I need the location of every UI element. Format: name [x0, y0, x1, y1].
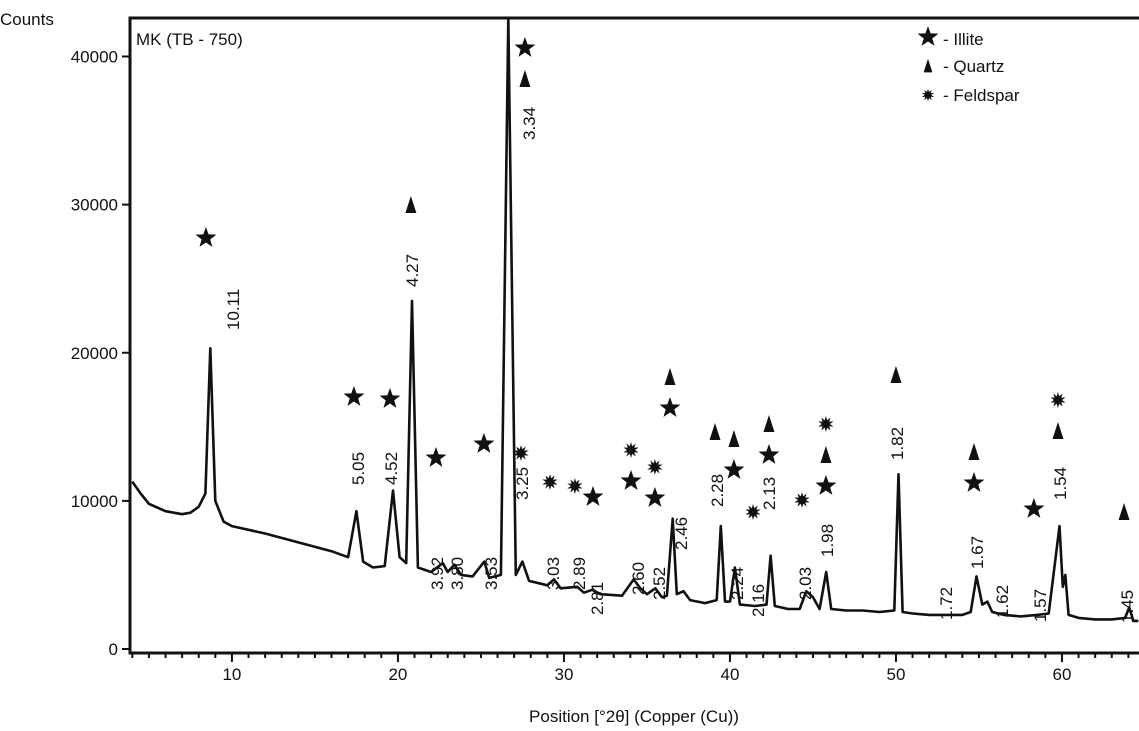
feldspar-burst [794, 492, 810, 508]
d-spacing-label: 2.60 [629, 562, 648, 595]
quartz-triangle [728, 430, 740, 447]
illite-star [620, 470, 642, 490]
d-spacing-label: 3.92 [428, 557, 447, 590]
illite-star [758, 444, 780, 464]
illite-star [659, 397, 681, 417]
xrd-pattern [131, 18, 1139, 623]
quartz-triangle [820, 446, 832, 463]
legend-label: - Illite [943, 30, 984, 49]
y-tick-label: 10000 [71, 492, 118, 511]
illite-star [1023, 498, 1045, 518]
illite-star [343, 386, 365, 406]
illite-star [379, 388, 401, 408]
d-spacing-label: 1.62 [993, 585, 1012, 618]
d-spacing-label: 5.05 [349, 452, 368, 485]
quartz-triangle [968, 443, 980, 460]
illite-star [723, 459, 745, 479]
feldspar-burst [623, 442, 639, 458]
quartz-triangle [519, 70, 531, 87]
d-spacing-label: 1.57 [1031, 589, 1050, 622]
x-tick-label: 50 [887, 665, 906, 684]
sample-title: MK (TB - 750) [136, 30, 243, 49]
d-spacing-label: 2.52 [650, 567, 669, 600]
d-spacing-label: 3.53 [482, 557, 501, 590]
legend-label: - Feldspar [943, 86, 1020, 105]
y-tick-label: 0 [109, 640, 118, 659]
quartz-triangle [923, 58, 933, 73]
plot-area [131, 18, 1139, 623]
feldspar-burst [542, 474, 558, 490]
y-tick-label: 20000 [71, 344, 118, 363]
d-spacing-label: 1.72 [937, 587, 956, 620]
d-spacing-label: 3.34 [520, 107, 539, 140]
illite-star [963, 472, 985, 492]
illite-star [473, 433, 495, 453]
illite-star [195, 227, 217, 247]
d-spacing-label: 2.28 [708, 474, 727, 507]
illite-star [425, 447, 447, 467]
x-axis-label: Position [°2θ] (Copper (Cu)) [529, 707, 739, 726]
feldspar-burst [647, 459, 663, 475]
quartz-triangle [763, 415, 775, 432]
d-spacing-label: 4.52 [382, 452, 401, 485]
feldspar-burst [921, 88, 935, 102]
quartz-triangle [709, 423, 721, 440]
illite-star [917, 26, 939, 46]
y-axis-label: Counts [0, 10, 54, 29]
d-spacing-label: 3.80 [448, 557, 467, 590]
d-spacing-label: 3.25 [513, 467, 532, 500]
x-tick-label: 20 [388, 665, 407, 684]
d-spacing-label: 1.67 [968, 536, 987, 569]
quartz-triangle [1118, 503, 1130, 520]
illite-star [582, 486, 604, 506]
feldspar-burst [818, 416, 834, 432]
quartz-triangle [890, 366, 902, 383]
illite-star [514, 37, 536, 57]
d-spacing-label: 1.98 [818, 524, 837, 557]
y-tick-label: 40000 [71, 48, 118, 67]
feldspar-burst [513, 445, 529, 461]
y-tick-label: 30000 [71, 196, 118, 215]
illite-star [644, 487, 666, 507]
d-spacing-label: 2.89 [570, 557, 589, 590]
d-spacing-label: 2.46 [672, 517, 691, 550]
x-tick-label: 60 [1053, 665, 1072, 684]
d-spacing-label: 2.81 [588, 582, 607, 615]
quartz-triangle [405, 196, 417, 213]
d-spacing-label: 4.27 [403, 254, 422, 287]
x-tick-label: 10 [222, 665, 241, 684]
d-spacing-label: 1.82 [888, 427, 907, 460]
plot-frame [128, 16, 1139, 655]
d-spacing-label: 1.54 [1051, 467, 1070, 500]
d-spacing-label: 10.11 [224, 289, 243, 330]
x-tick-label: 40 [720, 665, 739, 684]
d-spacing-label: 2.24 [728, 567, 747, 600]
illite-star [815, 475, 837, 495]
d-spacing-label: 3.03 [544, 557, 563, 590]
x-tick-label: 30 [554, 665, 573, 684]
feldspar-burst [1050, 392, 1066, 408]
feldspar-burst [567, 478, 583, 494]
legend-label: - Quartz [943, 57, 1004, 76]
feldspar-burst [745, 504, 761, 520]
d-spacing-label: 2.16 [749, 584, 768, 617]
quartz-triangle [1052, 422, 1064, 439]
d-spacing-label: 2.03 [796, 567, 815, 600]
d-spacing-label: 2.13 [760, 477, 779, 510]
quartz-triangle [664, 368, 676, 385]
d-spacing-label: 1.45 [1118, 590, 1137, 623]
